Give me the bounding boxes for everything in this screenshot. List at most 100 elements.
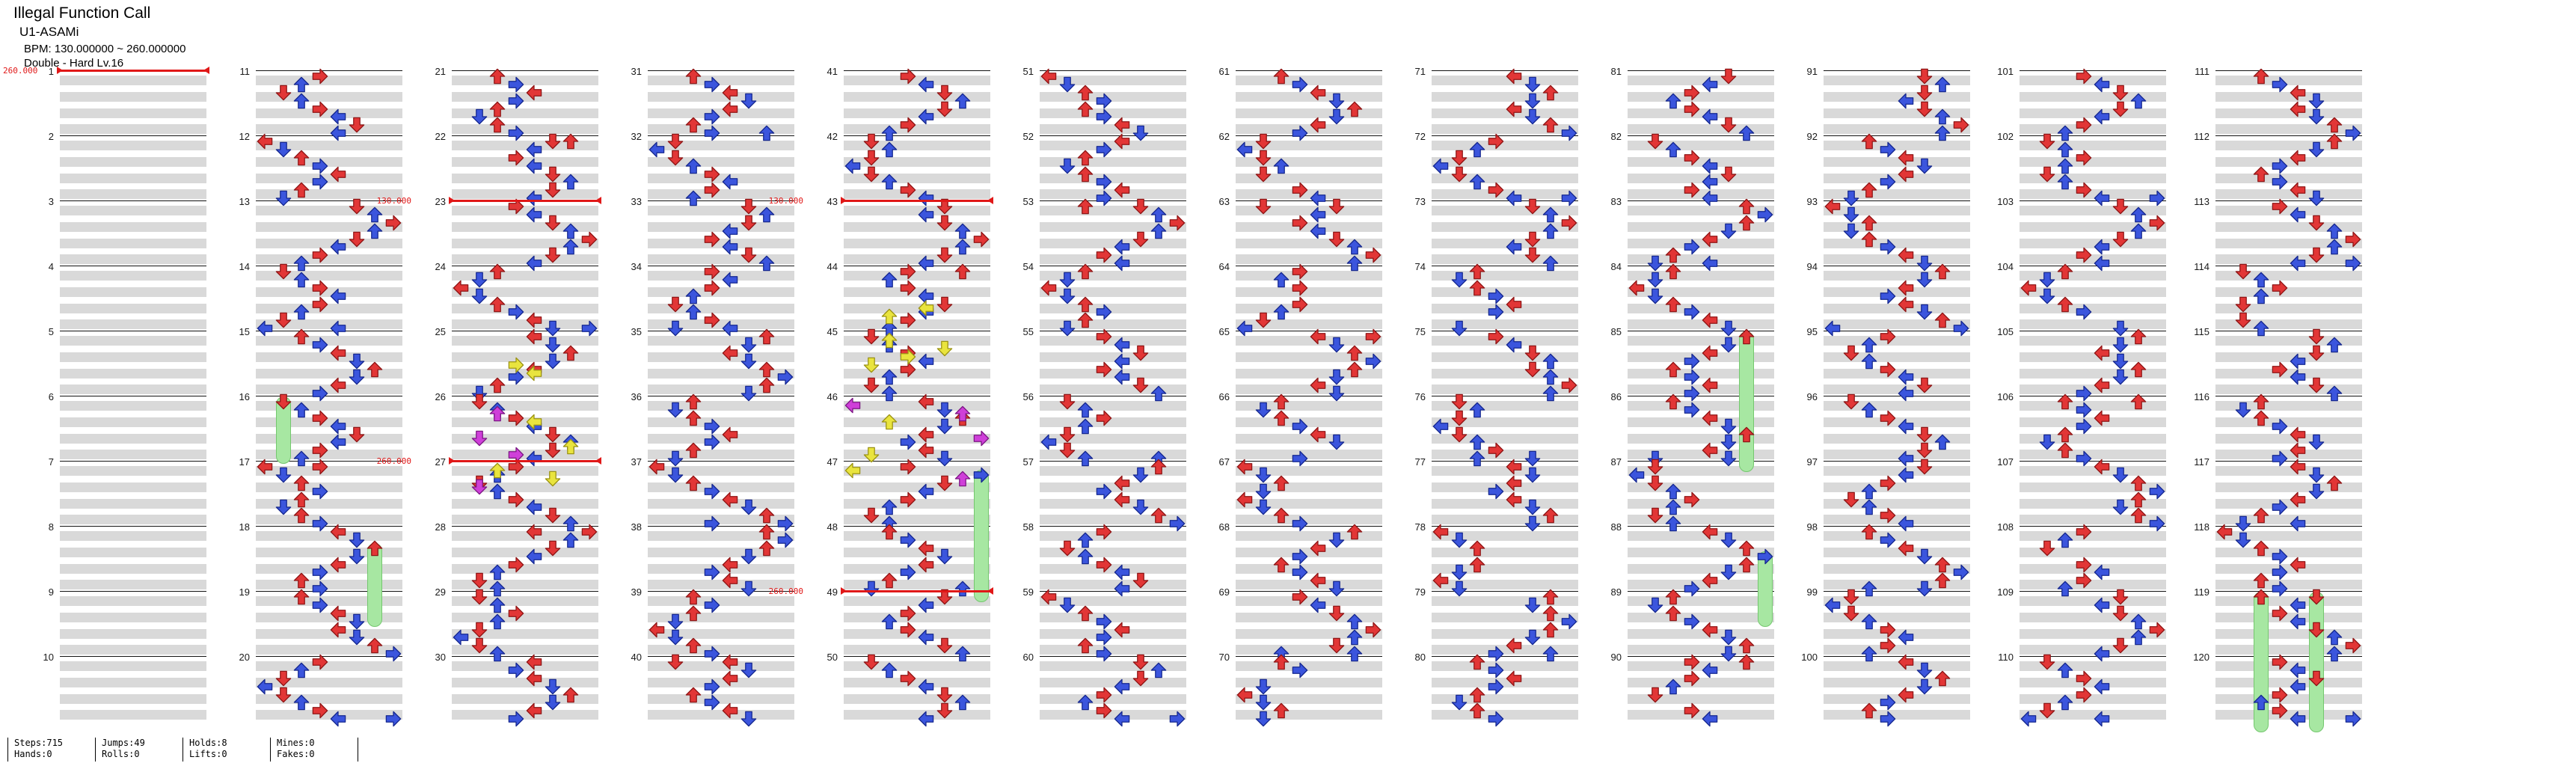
note-arrow-left (1310, 426, 1326, 443)
measure: 3 (49, 196, 206, 266)
note-arrow-left (722, 702, 738, 719)
beat-stripe (2215, 547, 2362, 557)
beat-stripe (256, 515, 402, 525)
note-arrow-down (1451, 564, 1468, 580)
note-arrow-right (2272, 548, 2288, 565)
beat-stripe (452, 450, 598, 460)
note-arrow-up (1861, 702, 1877, 719)
note-arrow-down (2039, 166, 2055, 183)
beat-stripe (256, 189, 402, 200)
note-arrow-up (881, 613, 898, 630)
note-arrow-up (293, 491, 310, 508)
note-arrow-up (293, 304, 310, 320)
note-arrow-down (740, 499, 757, 515)
note-arrow-down (936, 702, 953, 719)
note-arrow-up (1665, 678, 1681, 695)
note-arrow-right (900, 182, 916, 198)
note-arrow-down (2308, 467, 2325, 483)
note-arrow-down (1647, 475, 1663, 491)
note-arrow-left (330, 125, 346, 141)
measure: 36 (631, 391, 794, 467)
beat-stripe (1432, 677, 1578, 687)
measure-number: 21 (435, 66, 446, 77)
note-arrow-up (685, 589, 702, 605)
note-arrow-up (758, 540, 775, 557)
note-arrow-up (1738, 557, 1755, 573)
beat-stripe (1236, 221, 1382, 232)
note-arrow-right (2076, 670, 2092, 687)
beat-stripe (648, 677, 794, 687)
note-arrow-right (1365, 247, 1381, 263)
measure-number: 13 (239, 196, 250, 207)
note-arrow-up (1861, 133, 1877, 150)
beat-stripe (60, 547, 206, 557)
note-arrow-down (1524, 467, 1541, 483)
note-arrow-up (758, 328, 775, 345)
note-arrow-up (1665, 296, 1681, 313)
measure-number: 78 (1414, 521, 1426, 533)
measure: 73 (1415, 196, 1578, 272)
note-arrow-up (954, 694, 971, 711)
note-arrow-left (2290, 369, 2306, 385)
beat-stripe (1824, 628, 1970, 639)
note-arrow-right (1292, 548, 1308, 565)
measure-number: 104 (1997, 261, 2014, 272)
note-arrow-up (954, 580, 971, 597)
beat-stripe (60, 254, 206, 265)
note-arrow-left (1310, 597, 1326, 613)
beat-stripe (2215, 156, 2362, 167)
note-arrow-up (1469, 402, 1485, 418)
note-arrow-down (2112, 369, 2129, 385)
note-arrow-down (1451, 166, 1468, 183)
note-arrow-left (2290, 182, 2306, 198)
measure: 22 (435, 131, 598, 206)
measure: 103 (1997, 196, 2166, 272)
note-arrow-right (508, 150, 524, 166)
beat-stripe (452, 531, 598, 541)
note-arrow-down (1720, 223, 1737, 239)
measure: 7 (49, 456, 206, 527)
measure-number: 22 (435, 131, 446, 142)
note-arrow-down (1720, 320, 1737, 337)
measure: 95 (1807, 326, 1970, 402)
beat-stripe (844, 156, 990, 167)
measure-number: 40 (631, 652, 642, 663)
note-arrow-right (1684, 182, 1700, 198)
beat-stripe (1040, 108, 1186, 118)
note-arrow-down (1059, 393, 1076, 410)
note-arrow-up (881, 572, 898, 589)
note-arrow-left (722, 223, 738, 239)
beat-stripe (1628, 580, 1774, 590)
measure: 48 (827, 521, 990, 597)
beat-stripe (60, 612, 206, 622)
measure-number: 32 (631, 131, 642, 142)
note-arrow-up (1665, 247, 1681, 263)
note-arrow-up (685, 475, 702, 491)
note-arrow-up (758, 507, 775, 524)
note-arrow-up (1542, 622, 1559, 638)
note-arrow-up (1150, 206, 1167, 223)
measure: 43 130.000 (769, 196, 993, 272)
note-arrow-down (1720, 68, 1737, 85)
note-arrow-right (1684, 304, 1700, 320)
beat-stripe (1040, 141, 1186, 150)
beat-stripe (648, 336, 794, 346)
note-arrow-left (1506, 459, 1522, 475)
note-arrow-down (1647, 288, 1663, 304)
measure-number: 34 (631, 261, 642, 272)
note-arrow-left (1310, 223, 1326, 239)
measure: 57 (1023, 456, 1186, 532)
note-arrow-up (685, 442, 702, 459)
note-arrow-down (1328, 580, 1345, 597)
beat-stripe (844, 612, 990, 622)
beat-stripe (844, 531, 990, 541)
note-arrow-up (1346, 613, 1363, 630)
note-arrow-right (1880, 361, 1896, 378)
bpm-change-label: 260.000 (768, 586, 803, 596)
note-arrow-up (1273, 158, 1289, 174)
bpm-change-label: 130.000 (376, 196, 411, 206)
beat-stripe (648, 661, 794, 671)
note-arrow-up (1542, 223, 1559, 239)
note-arrow-left (1702, 76, 1718, 93)
note-arrow-up (1077, 532, 1094, 548)
